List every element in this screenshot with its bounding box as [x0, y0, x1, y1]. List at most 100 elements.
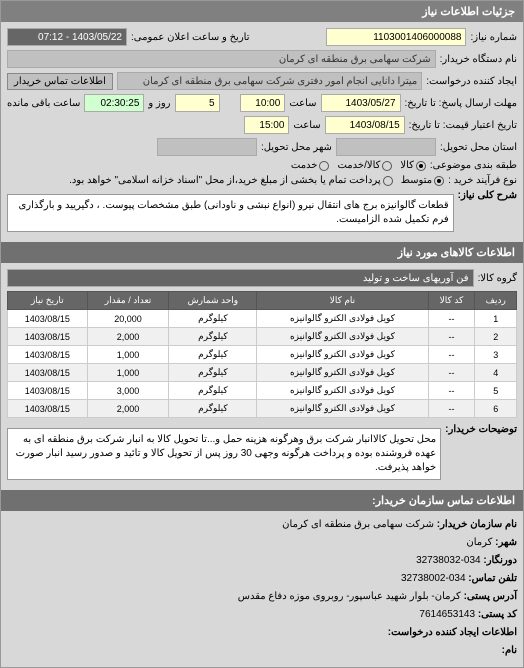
send-time-field: 10:00 — [240, 94, 285, 112]
price-deadline-label: تاریخ اعتبار قیمت: تا تاریخ: — [409, 120, 517, 131]
packaging-opt3[interactable]: خدمت — [291, 160, 330, 171]
table-cell: 1403/08/15 — [8, 382, 88, 400]
time-label-1: ساعت — [289, 98, 316, 109]
delivery-place-label: استان محل تحویل: — [440, 142, 517, 153]
page-title: جزئیات اطلاعات نیاز — [422, 6, 515, 18]
remain-days-field: 5 — [175, 94, 220, 112]
table-cell: -- — [428, 364, 475, 382]
delivery-city-field — [157, 138, 257, 156]
goods-section: گروه کالا: فن آوریهای ساخت و تولید ردیفک… — [1, 263, 523, 490]
table-cell: -- — [428, 382, 475, 400]
page-header: جزئیات اطلاعات نیاز — [1, 1, 523, 22]
table-cell: 1403/08/15 — [8, 364, 88, 382]
table-cell: کیلوگرم — [169, 310, 257, 328]
price-date-field: 1403/08/15 — [325, 116, 405, 134]
org-label: نام سازمان خریدار: — [437, 519, 517, 530]
contact-header: اطلاعات تماس سازمان خریدار: — [1, 490, 523, 511]
process-opt2-label: پرداخت تمام یا بخشی از مبلغ خرید،از محل … — [69, 175, 381, 186]
process-radio-group: متوسط پرداخت تمام یا بخشی از مبلغ خرید،ا… — [69, 175, 444, 186]
name-label: نام: — [502, 645, 517, 656]
fax-label: دورنگار: — [483, 555, 517, 566]
table-cell: 1403/08/15 — [8, 400, 88, 418]
table-cell: کویل فولادی الکترو گالوانیزه — [257, 382, 428, 400]
contact-button[interactable]: اطلاعات تماس خریدار — [7, 73, 113, 90]
packaging-radio-group: کالا کالا/خدمت خدمت — [291, 160, 426, 171]
table-cell: -- — [428, 310, 475, 328]
buyer-desc-text: محل تحویل کالاانبار شرکت برق وهرگونه هزی… — [7, 428, 441, 480]
table-cell: 1403/08/15 — [8, 328, 88, 346]
table-cell: -- — [428, 328, 475, 346]
number-label: شماره نیاز: — [470, 32, 517, 43]
radio-icon — [383, 176, 393, 186]
table-header: واحد شمارش — [169, 292, 257, 310]
org-value: شرکت سهامی برق منطقه ای کرمان — [282, 519, 434, 530]
phone-label: تلفن تماس: — [468, 573, 517, 584]
table-cell: 2,000 — [87, 400, 169, 418]
packaging-opt2-label: کالا/خدمت — [337, 160, 380, 171]
table-header: ردیف — [475, 292, 517, 310]
packaging-opt1-label: کالا — [400, 160, 414, 171]
contact-section: نام سازمان خریدار: شرکت سهامی برق منطقه … — [1, 511, 523, 667]
phone-value: 034-32738002 — [401, 573, 466, 584]
table-cell: 1403/08/15 — [8, 346, 88, 364]
requester-field: میترا دانایی انجام امور دفتری شرکت سهامی… — [117, 72, 422, 90]
table-header: تاریخ نیاز — [8, 292, 88, 310]
table-cell: 1,000 — [87, 364, 169, 382]
main-container: جزئیات اطلاعات نیاز شماره نیاز: 11030014… — [0, 0, 524, 668]
table-cell: کیلوگرم — [169, 382, 257, 400]
radio-icon — [416, 161, 426, 171]
packaging-opt3-label: خدمت — [291, 160, 318, 171]
device-label: نام دستگاه خریدار: — [440, 54, 517, 65]
goods-table: ردیفکد کالانام کالاواحد شمارشتعداد / مقد… — [7, 291, 517, 418]
table-cell: کیلوگرم — [169, 400, 257, 418]
table-cell: کویل فولادی الکترو گالوانیزه — [257, 328, 428, 346]
delivery-city-label: شهر محل تحویل: — [261, 142, 332, 153]
table-cell: 1403/08/15 — [8, 310, 88, 328]
radio-icon — [319, 161, 329, 171]
packaging-opt1[interactable]: کالا — [400, 160, 426, 171]
fax-value: 034-32738032 — [416, 555, 481, 566]
table-cell: کویل فولادی الکترو گالوانیزه — [257, 400, 428, 418]
datetime-field: 1403/05/22 - 07:12 — [7, 28, 127, 46]
requester-label: ایجاد کننده درخواست: — [426, 76, 517, 87]
send-date-field: 1403/05/27 — [321, 94, 401, 112]
table-cell: کویل فولادی الکترو گالوانیزه — [257, 310, 428, 328]
table-row: 1--کویل فولادی الکترو گالوانیزهکیلوگرم20… — [8, 310, 517, 328]
goods-group-field: فن آوریهای ساخت و تولید — [7, 269, 474, 287]
process-opt1-label: متوسط — [401, 175, 432, 186]
city-value: کرمان — [466, 537, 492, 548]
table-cell: کیلوگرم — [169, 364, 257, 382]
table-header: نام کالا — [257, 292, 428, 310]
goods-table-wrap: ردیفکد کالانام کالاواحد شمارشتعداد / مقد… — [7, 291, 517, 418]
table-cell: 4 — [475, 364, 517, 382]
table-cell: کویل فولادی الکترو گالوانیزه — [257, 346, 428, 364]
creator-label: اطلاعات ایجاد کننده درخواست: — [7, 625, 517, 641]
goods-header-text: اطلاعات کالاهای مورد نیاز — [398, 247, 515, 259]
table-cell: کیلوگرم — [169, 328, 257, 346]
table-cell: 20,000 — [87, 310, 169, 328]
summary-text: قطعات گالوانیزه برج های انتقال نیرو (انو… — [7, 194, 454, 232]
process-opt2[interactable]: پرداخت تمام یا بخشی از مبلغ خرید،از محل … — [69, 175, 393, 186]
postal-value: 7614653143 — [419, 609, 475, 620]
remain-time-label: ساعت باقی مانده — [7, 98, 80, 109]
remain-time-field: 02:30:25 — [84, 94, 144, 112]
packaging-opt2[interactable]: کالا/خدمت — [337, 160, 392, 171]
contact-header-text: اطلاعات تماس سازمان خریدار: — [372, 495, 515, 507]
table-cell: -- — [428, 346, 475, 364]
top-section: شماره نیاز: 1103001406000088 تاریخ و ساع… — [1, 22, 523, 242]
time-label-2: ساعت — [293, 120, 320, 131]
table-cell: 1,000 — [87, 346, 169, 364]
table-cell: 5 — [475, 382, 517, 400]
summary-label: شرح کلی نیاز: — [458, 190, 517, 201]
remain-days-label: روز و — [148, 98, 170, 109]
process-opt1[interactable]: متوسط — [401, 175, 444, 186]
number-field: 1103001406000088 — [326, 28, 466, 46]
goods-group-label: گروه کالا: — [478, 273, 517, 284]
delivery-province-field — [336, 138, 436, 156]
table-cell: 3,000 — [87, 382, 169, 400]
goods-header: اطلاعات کالاهای مورد نیاز — [1, 242, 523, 263]
table-cell: -- — [428, 400, 475, 418]
postal-label: کد پستی: — [478, 609, 517, 620]
device-field: شرکت سهامی برق منطقه ای کرمان — [7, 50, 436, 68]
address-label: آدرس پستی: — [464, 591, 517, 602]
